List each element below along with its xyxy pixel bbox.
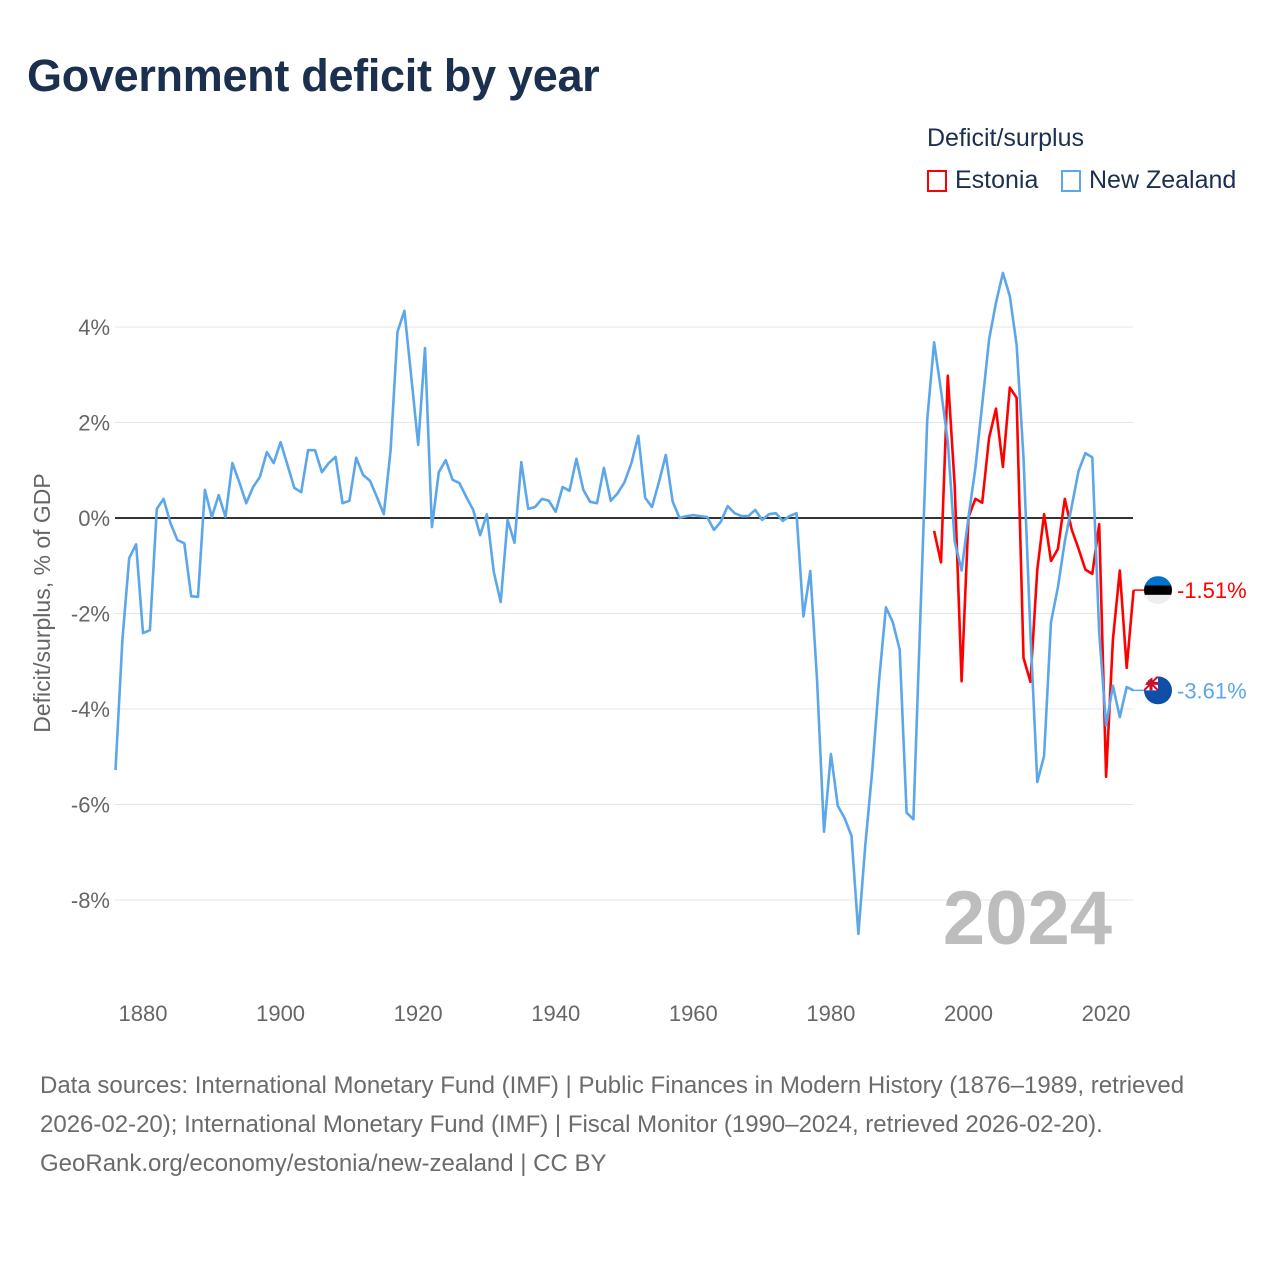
x-tick-label: 1980 <box>806 1001 855 1026</box>
legend-item-estonia[interactable]: Estonia <box>927 166 1038 195</box>
x-tick-label: 2020 <box>1082 1001 1131 1026</box>
end-labels: -1.51% -3.61% <box>1133 576 1247 705</box>
series-line-estonia[interactable] <box>932 374 1135 779</box>
y-tick-label: -8% <box>71 888 110 913</box>
y-tick-label: 2% <box>78 411 110 436</box>
chart-title: Government deficit by year <box>27 50 600 101</box>
y-tick-label: 0% <box>78 506 110 531</box>
legend-swatch-new-zealand <box>1061 169 1081 192</box>
y-tick-label: -6% <box>71 793 110 818</box>
series-lines <box>114 271 1135 936</box>
y-tick-label: -4% <box>71 697 110 722</box>
x-tick-label: 1900 <box>256 1001 305 1026</box>
year-watermark: 2024 <box>943 876 1112 961</box>
gridlines <box>115 326 1133 901</box>
estonia-flag-icon <box>1144 576 1172 605</box>
end-value-label: -1.51% <box>1177 578 1247 603</box>
x-tick-label: 2000 <box>944 1001 993 1026</box>
legend-title: Deficit/surplus <box>927 124 1084 152</box>
legend-label-estonia: Estonia <box>955 166 1039 194</box>
footer: Data sources: International Monetary Fun… <box>40 1066 1240 1183</box>
series-line-new-zealand[interactable] <box>114 271 1135 936</box>
credit-link[interactable]: GeoRank.org/economy/estonia/new-zealand … <box>40 1150 607 1177</box>
y-tick-label: -2% <box>71 602 110 627</box>
x-tick-label: 1920 <box>394 1001 443 1026</box>
legend-label-new-zealand: New Zealand <box>1089 166 1237 194</box>
new-zealand-flag-icon <box>1144 676 1172 705</box>
legend-swatch-estonia <box>927 169 947 192</box>
legend-item-new-zealand[interactable]: New Zealand <box>1061 166 1236 195</box>
x-tick-label: 1940 <box>531 1001 580 1026</box>
y-tick-label: 4% <box>78 315 110 340</box>
y-axis-label: Deficit/surplus, % of GDP <box>29 473 55 732</box>
end-value-label: -3.61% <box>1177 678 1247 703</box>
x-tick-label: 1880 <box>119 1001 168 1026</box>
x-tick-label: 1960 <box>669 1001 718 1026</box>
x-axis-ticks: 1880 1900 1920 1940 1960 1980 2000 2020 <box>119 1001 1131 1026</box>
y-axis-ticks: 4% 2% 0% -2% -4% -6% -8% <box>71 315 110 913</box>
data-sources: Data sources: International Monetary Fun… <box>40 1072 1185 1138</box>
